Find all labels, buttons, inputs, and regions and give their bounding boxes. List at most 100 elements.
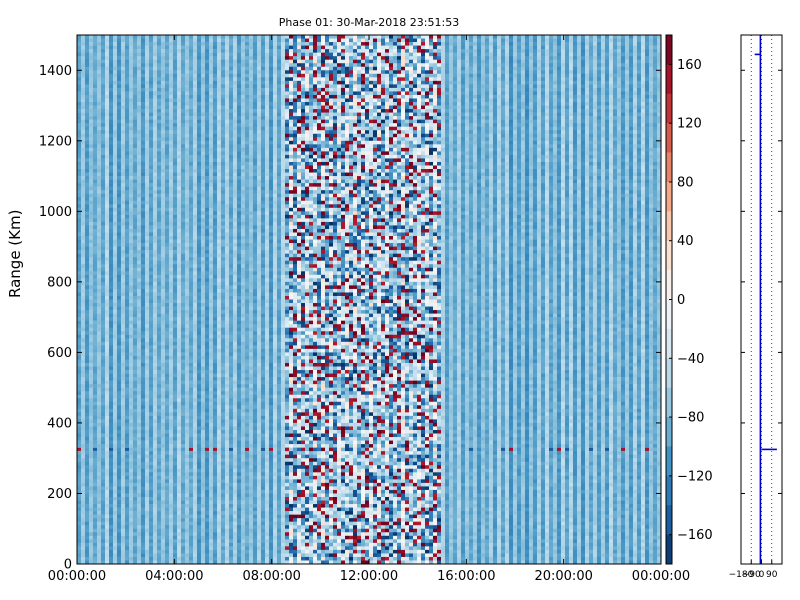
heatmap-cell bbox=[177, 56, 182, 60]
heatmap-cell bbox=[81, 172, 86, 177]
heatmap-cell bbox=[81, 486, 86, 491]
heatmap-cell bbox=[165, 405, 170, 410]
heatmap-cell bbox=[117, 295, 122, 300]
heatmap-cell bbox=[129, 419, 134, 424]
heatmap-cell bbox=[169, 507, 174, 512]
heatmap-cell bbox=[105, 292, 110, 297]
heatmap-cell bbox=[189, 183, 194, 187]
heatmap-cell bbox=[117, 257, 122, 262]
heatmap-cell bbox=[201, 486, 206, 491]
heatmap-cell bbox=[189, 274, 194, 279]
heatmap-cell bbox=[201, 42, 206, 46]
heatmap-cell bbox=[93, 119, 98, 124]
heatmap-cell bbox=[137, 274, 142, 279]
heatmap-cell bbox=[93, 366, 98, 371]
heatmap-cell bbox=[101, 197, 106, 202]
heatmap-cell bbox=[149, 140, 154, 145]
heatmap-cell bbox=[81, 183, 86, 187]
heatmap-cell bbox=[153, 84, 158, 89]
heatmap-cell bbox=[125, 496, 130, 501]
heatmap-cell bbox=[129, 317, 134, 321]
heatmap-cell bbox=[85, 186, 90, 191]
heatmap-cell bbox=[205, 391, 210, 396]
heatmap-cell bbox=[145, 341, 150, 346]
heatmap-cell bbox=[157, 352, 162, 357]
heatmap-cell bbox=[97, 391, 102, 396]
heatmap-cell bbox=[85, 239, 90, 244]
heatmap-cell bbox=[125, 370, 130, 374]
heatmap-cell bbox=[157, 109, 162, 113]
heatmap-cell bbox=[201, 391, 206, 396]
heatmap-cell bbox=[133, 511, 138, 515]
heatmap-cell bbox=[205, 320, 210, 325]
heatmap-cell bbox=[193, 373, 198, 378]
heatmap-cell bbox=[149, 518, 154, 522]
heatmap-cell bbox=[101, 38, 106, 43]
heatmap-cell bbox=[81, 144, 86, 149]
heatmap-cell bbox=[105, 437, 110, 441]
heatmap-cell bbox=[173, 186, 178, 191]
heatmap-cell bbox=[205, 221, 210, 226]
heatmap-cell bbox=[161, 102, 166, 106]
heatmap-cell bbox=[153, 207, 158, 212]
heatmap-cell bbox=[189, 521, 194, 526]
heatmap-cell bbox=[205, 366, 210, 371]
heatmap-cell bbox=[109, 415, 114, 420]
heatmap-cell bbox=[85, 320, 90, 325]
heatmap-cell bbox=[185, 176, 190, 180]
heatmap-cell bbox=[189, 94, 194, 99]
heatmap-cell bbox=[157, 87, 162, 92]
heatmap-cell bbox=[181, 560, 186, 564]
heatmap-cell bbox=[193, 49, 198, 53]
heatmap-cell bbox=[117, 278, 122, 283]
heatmap-cell bbox=[137, 338, 142, 343]
heatmap-cell bbox=[129, 267, 134, 272]
heatmap-cell bbox=[97, 80, 102, 85]
heatmap-cell bbox=[201, 458, 206, 463]
heatmap-cell bbox=[93, 387, 98, 392]
heatmap-cell bbox=[177, 303, 182, 307]
heatmap-cell bbox=[125, 549, 130, 554]
heatmap-cell bbox=[157, 140, 162, 145]
heatmap-cell bbox=[157, 440, 162, 445]
heatmap-cell bbox=[201, 281, 206, 286]
heatmap-cell bbox=[157, 246, 162, 251]
heatmap-cell bbox=[145, 112, 150, 117]
heatmap-cell bbox=[133, 415, 138, 420]
heatmap-cell bbox=[153, 295, 158, 300]
heatmap-cell bbox=[149, 267, 154, 272]
heatmap-cell bbox=[129, 422, 134, 427]
heatmap-cell bbox=[141, 461, 146, 466]
heatmap-cell bbox=[149, 475, 154, 480]
heatmap-cell bbox=[129, 38, 134, 43]
heatmap-cell bbox=[205, 179, 210, 184]
heatmap-cell bbox=[85, 324, 90, 329]
heatmap-cell bbox=[149, 52, 154, 57]
heatmap-cell bbox=[141, 412, 146, 417]
heatmap-cell bbox=[105, 123, 110, 127]
heatmap-cell bbox=[121, 119, 126, 124]
heatmap-cell bbox=[129, 130, 134, 135]
heatmap-cell bbox=[77, 91, 82, 96]
heatmap-cell bbox=[165, 542, 170, 547]
heatmap-cell bbox=[177, 207, 182, 212]
heatmap-cell bbox=[189, 218, 194, 223]
heatmap-cell bbox=[169, 370, 174, 374]
heatmap-cell bbox=[117, 535, 122, 540]
heatmap-cell bbox=[185, 66, 190, 71]
heatmap-cell bbox=[145, 338, 150, 343]
heatmap-cell bbox=[177, 133, 182, 138]
heatmap-cell bbox=[201, 338, 206, 343]
heatmap-cell bbox=[205, 549, 210, 554]
heatmap-cell bbox=[181, 87, 186, 92]
heatmap-cell bbox=[157, 359, 162, 364]
heatmap-cell bbox=[105, 514, 110, 519]
heatmap-cell bbox=[197, 190, 202, 194]
heatmap-cell bbox=[205, 422, 210, 427]
heatmap-cell bbox=[149, 137, 154, 142]
heatmap-cell bbox=[157, 73, 162, 78]
heatmap-cell bbox=[201, 133, 206, 138]
heatmap-cell bbox=[169, 147, 174, 152]
heatmap-cell bbox=[105, 133, 110, 138]
heatmap-cell bbox=[133, 310, 138, 314]
